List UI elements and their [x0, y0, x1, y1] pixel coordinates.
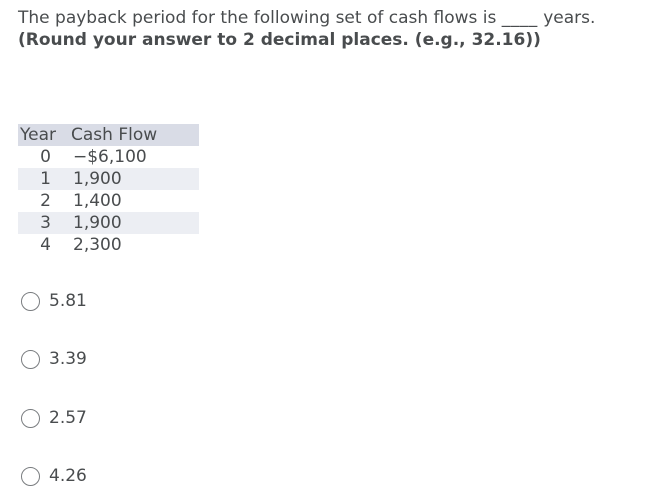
answer-option-1[interactable]: 5.81: [21, 288, 87, 314]
question-text: The payback period for the following set…: [18, 8, 497, 28]
answer-blank: ____: [501, 8, 538, 28]
cash-flow-cell: 1,400: [73, 191, 122, 211]
header-cash-flow: Cash Flow: [71, 124, 199, 146]
cash-flow-cell: −$6,100: [73, 147, 147, 167]
table-row: 2 1,400: [18, 190, 199, 212]
option-label[interactable]: 3.39: [49, 349, 87, 369]
year-cell: 0: [40, 147, 51, 167]
table-row: 0 −$6,100: [18, 146, 199, 168]
radio-button[interactable]: [21, 408, 40, 428]
year-cell: 4: [40, 235, 51, 255]
year-cell: 2: [40, 191, 51, 211]
table-row: 4 2,300: [18, 234, 199, 256]
cash-flow-cell: 2,300: [73, 235, 122, 255]
cash-flow-cell: 1,900: [71, 168, 199, 190]
answer-option-2[interactable]: 3.39: [21, 346, 87, 372]
question-unit: years.: [543, 8, 596, 28]
rounding-instruction: (Round your answer to 2 decimal places. …: [18, 30, 541, 50]
answer-option-3[interactable]: 2.57: [21, 405, 87, 431]
radio-button[interactable]: [21, 291, 40, 311]
option-label[interactable]: 4.26: [49, 466, 87, 486]
question-block: The payback period for the following set…: [18, 7, 648, 51]
option-label[interactable]: 5.81: [49, 291, 87, 311]
cash-flow-cell: 1,900: [71, 212, 199, 234]
question-line: The payback period for the following set…: [18, 7, 648, 29]
option-label[interactable]: 2.57: [49, 408, 87, 428]
radio-button[interactable]: [21, 349, 40, 369]
year-cell: 3: [18, 212, 71, 234]
radio-button[interactable]: [21, 466, 40, 486]
table-row: 1 1,900: [18, 168, 199, 190]
table-row: 3 1,900: [18, 212, 199, 234]
table-header-row: Year Cash Flow: [18, 124, 199, 146]
answer-option-4[interactable]: 4.26: [21, 463, 87, 489]
header-year: Year: [18, 124, 71, 146]
year-cell: 1: [18, 168, 71, 190]
cash-flow-table: Year Cash Flow 0 −$6,100 1 1,900 2 1,400…: [18, 124, 199, 256]
